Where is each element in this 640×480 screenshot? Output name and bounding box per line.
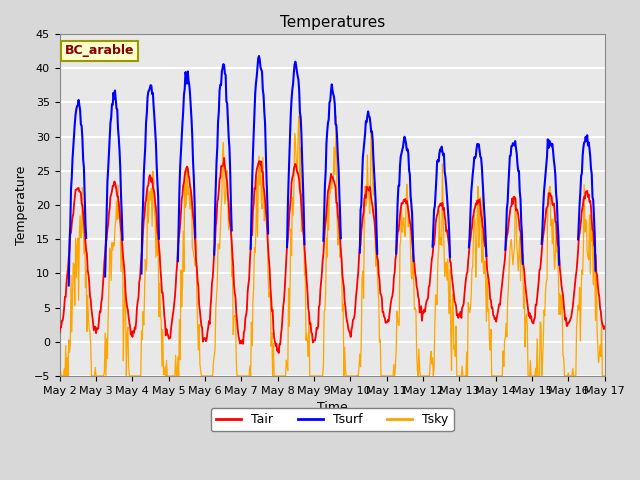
Tsurf — [66, 240, 74, 246]
Text: BC_arable: BC_arable — [65, 45, 134, 58]
Tair — [416, 310, 424, 315]
Tsky — [206, 373, 214, 379]
Tsky — [56, 373, 63, 379]
Tair — [220, 155, 228, 161]
Line: Tsurf: Tsurf — [68, 56, 596, 286]
Tsky — [295, 113, 303, 119]
Tair — [400, 197, 408, 203]
Tair — [275, 350, 282, 356]
Tsky — [122, 302, 129, 308]
Tair — [177, 210, 185, 216]
Legend: Tair, Tsurf, Tsky: Tair, Tsurf, Tsky — [211, 408, 454, 431]
Tair — [601, 324, 609, 329]
Tsky — [66, 349, 74, 355]
Tsky — [415, 346, 423, 352]
Tsurf — [399, 147, 406, 153]
Tair — [122, 290, 129, 296]
Line: Tsky: Tsky — [60, 116, 605, 376]
Tair — [66, 248, 74, 254]
Tsurf — [177, 149, 185, 155]
Tair — [206, 321, 214, 327]
Tsky — [177, 267, 185, 273]
Tair — [56, 330, 63, 336]
Y-axis label: Temperature: Temperature — [15, 165, 28, 245]
Title: Temperatures: Temperatures — [280, 15, 385, 30]
X-axis label: Time: Time — [317, 401, 348, 414]
Line: Tair: Tair — [60, 158, 605, 353]
Tsky — [601, 373, 609, 379]
Tsky — [399, 221, 407, 227]
